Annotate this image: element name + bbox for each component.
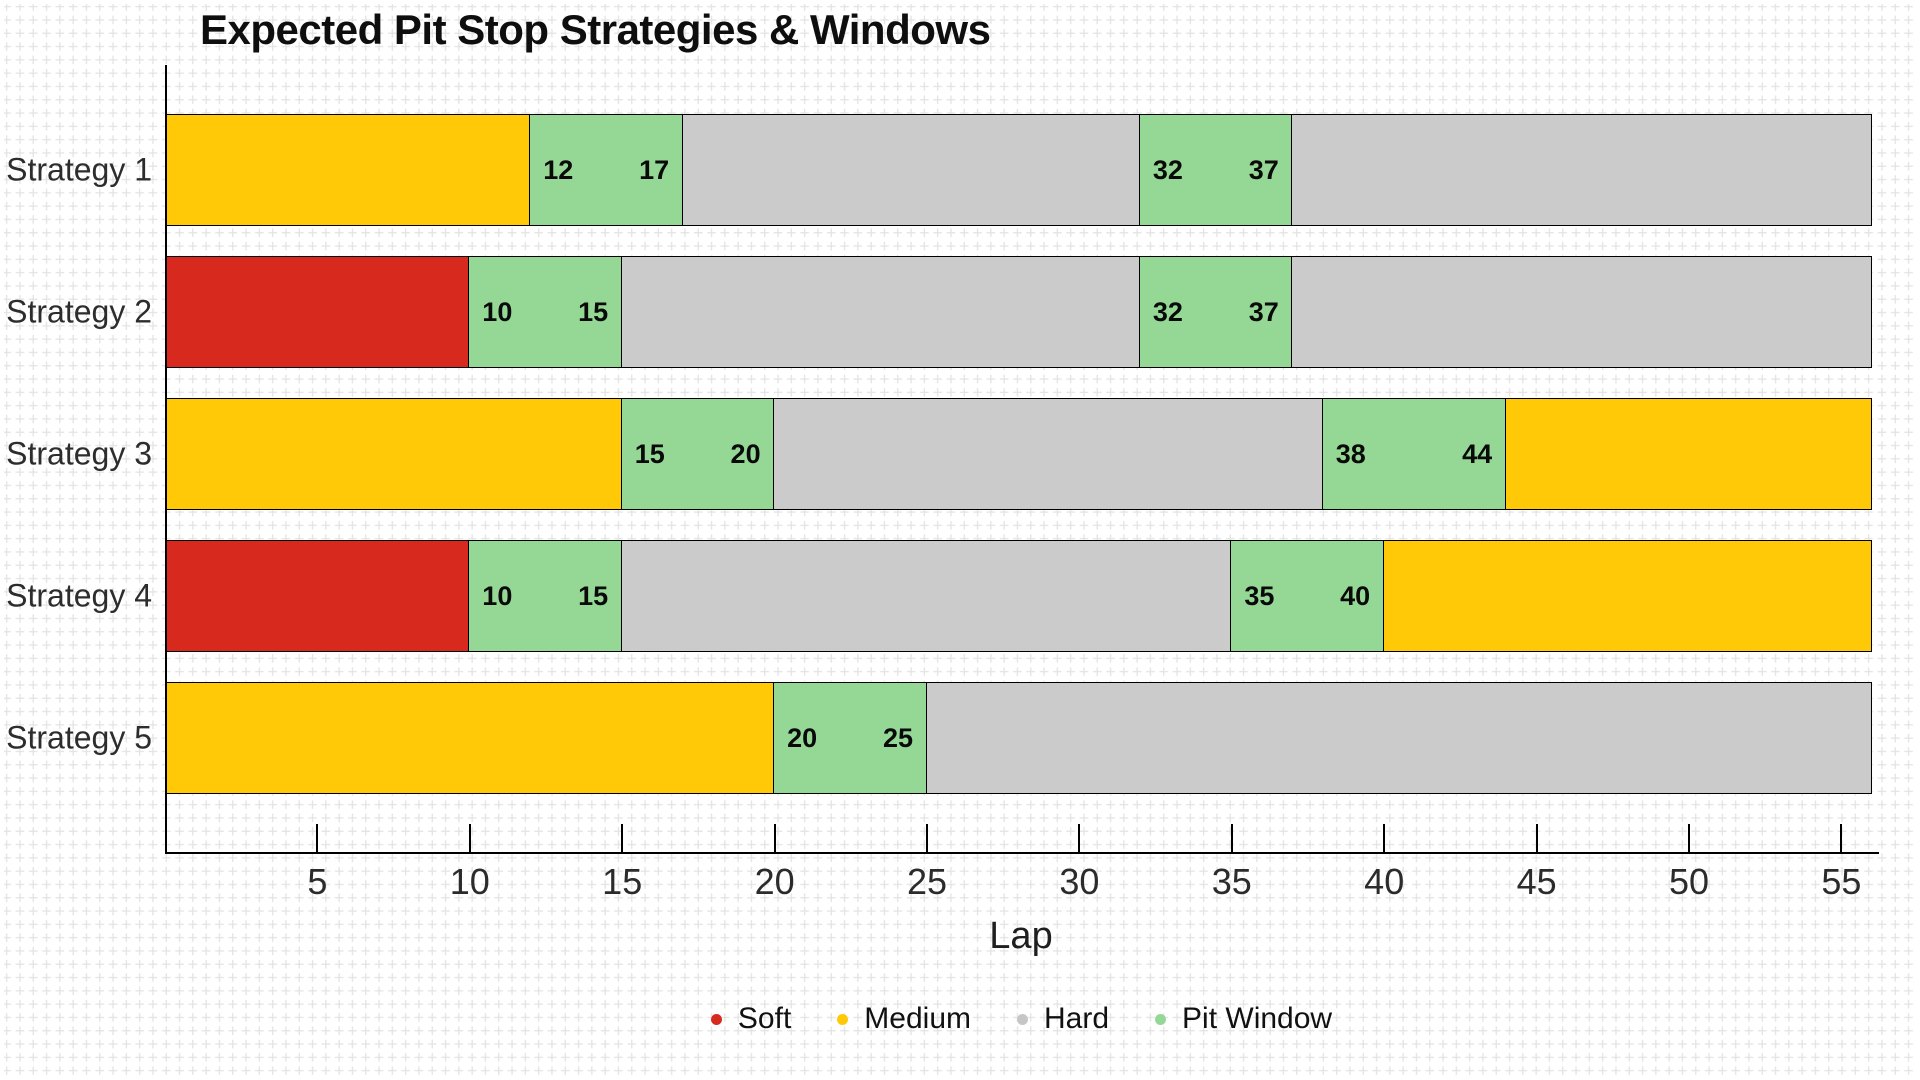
legend-dot-icon: [710, 1013, 722, 1025]
pit-window-start-lap: 32: [1152, 296, 1183, 327]
bar-segment-pit_window-row1: 12 17: [529, 114, 684, 226]
bar-segment-soft-row4: [165, 540, 470, 652]
bar-segment-medium-row1: [165, 114, 531, 226]
pit-window-start-lap: 10: [482, 580, 513, 611]
y-axis-line: [165, 65, 167, 854]
legend-label: Pit Window: [1182, 1002, 1333, 1035]
x-tick-mark-10: [468, 824, 471, 852]
pit-window-start-lap: 15: [634, 438, 665, 469]
pit-window-end-lap: 37: [1248, 154, 1279, 185]
x-tick-label-50: 50: [1668, 861, 1710, 902]
x-tick-label-10: 10: [449, 861, 490, 902]
chart-title: Expected Pit Stop Strategies & Windows: [200, 6, 991, 53]
legend-dot-icon: [1017, 1013, 1028, 1025]
x-tick-mark-35: [1230, 824, 1233, 852]
x-tick-mark-5: [316, 824, 319, 852]
x-axis-line: [165, 852, 1879, 854]
pit-window-end-lap: 40: [1340, 580, 1371, 611]
legend-item-hard: Hard: [1017, 1002, 1109, 1036]
bar-segment-hard-row1: [1291, 114, 1872, 226]
pit-window-end-lap: 15: [578, 580, 609, 611]
bar-segment-pit_window-row3: 15 20: [620, 398, 775, 510]
x-tick-label-55: 55: [1821, 861, 1862, 902]
pit-window-end-lap: 15: [578, 296, 609, 327]
x-tick-label-5: 5: [307, 861, 328, 902]
bar-segment-pit_window-row5: 20 25: [773, 682, 927, 794]
x-tick-mark-45: [1535, 824, 1538, 852]
legend-label: Soft: [737, 1002, 792, 1035]
bar-segment-hard-row5: [925, 682, 1872, 794]
bar-segment-medium-row3: [1504, 398, 1872, 510]
x-tick-mark-15: [621, 824, 624, 852]
category-label-strategy-1: Strategy 1: [6, 151, 152, 188]
legend-label: Hard: [1044, 1002, 1110, 1035]
x-tick-mark-50: [1688, 824, 1691, 852]
pit-window-end-lap: 37: [1248, 296, 1279, 327]
pit-window-start-lap: 20: [787, 722, 818, 753]
legend-dot-icon: [1155, 1013, 1167, 1025]
pit-window-start-lap: 12: [543, 154, 574, 185]
bar-segment-hard-row3: [773, 398, 1324, 510]
bar-segment-medium-row3: [165, 398, 623, 510]
pit-window-end-lap: 44: [1462, 438, 1493, 469]
bar-segment-medium-row4: [1382, 540, 1872, 652]
x-tick-label-45: 45: [1516, 861, 1557, 902]
pit-window-end-lap: 20: [730, 438, 761, 469]
x-tick-label-40: 40: [1364, 861, 1405, 902]
pit-window-end-lap: 25: [882, 722, 913, 753]
category-label-strategy-4: Strategy 4: [6, 577, 152, 614]
pit-window-start-lap: 32: [1152, 154, 1183, 185]
bar-segment-pit_window-row2: 10 15: [468, 256, 623, 368]
x-tick-mark-30: [1078, 824, 1081, 852]
x-tick-label-15: 15: [602, 861, 643, 902]
x-tick-mark-25: [926, 824, 928, 852]
bar-segment-pit_window-row1: 32 37: [1138, 114, 1293, 226]
legend: Soft Medium Hard Pit Window: [165, 1002, 1878, 1036]
x-tick-label-20: 20: [754, 861, 795, 902]
pit-window-start-lap: 38: [1335, 438, 1366, 469]
legend-item-soft: Soft: [710, 1002, 792, 1036]
category-label-strategy-3: Strategy 3: [6, 435, 152, 472]
x-tick-mark-40: [1383, 824, 1386, 852]
bar-segment-soft-row2: [165, 256, 470, 368]
bar-segment-pit_window-row4: 10 15: [468, 540, 623, 652]
x-tick-mark-20: [773, 824, 776, 852]
x-tick-label-30: 30: [1059, 861, 1100, 902]
legend-label: Medium: [864, 1002, 971, 1035]
legend-item-medium: Medium: [837, 1002, 971, 1036]
bar-segment-hard-row4: [620, 540, 1232, 652]
legend-item-pit-window: Pit Window: [1155, 1002, 1332, 1036]
bar-segment-medium-row5: [165, 682, 775, 794]
category-label-strategy-5: Strategy 5: [6, 719, 152, 756]
x-tick-label-35: 35: [1211, 861, 1252, 902]
bar-segment-pit_window-row4: 35 40: [1230, 540, 1385, 652]
bar-segment-hard-row2: [620, 256, 1141, 368]
bar-segment-hard-row2: [1291, 256, 1872, 368]
bar-segment-pit_window-row3: 38 44: [1321, 398, 1507, 510]
pit-window-start-lap: 10: [482, 296, 513, 327]
bar-segment-pit_window-row2: 32 37: [1138, 256, 1293, 368]
x-tick-label-25: 25: [906, 861, 948, 902]
bar-segment-hard-row1: [681, 114, 1141, 226]
pit-window-end-lap: 17: [639, 154, 670, 185]
pit-window-start-lap: 35: [1244, 580, 1275, 611]
x-axis-title: Lap: [989, 915, 1053, 957]
x-tick-mark-55: [1840, 824, 1843, 852]
category-label-strategy-2: Strategy 2: [6, 293, 152, 330]
legend-dot-icon: [837, 1013, 849, 1025]
